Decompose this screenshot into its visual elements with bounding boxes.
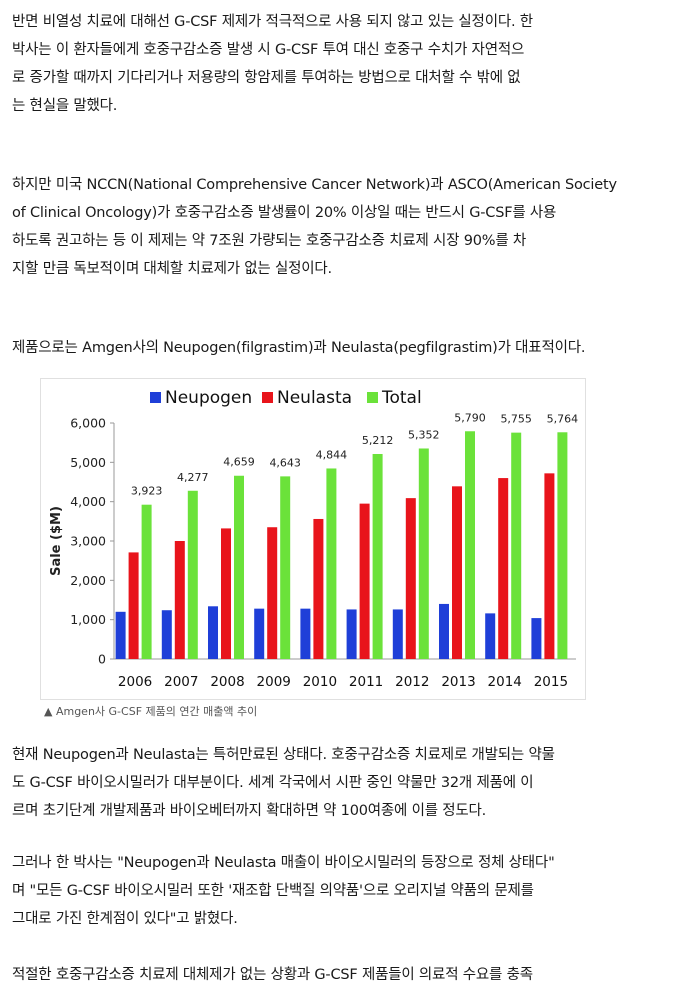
paragraph-line: 적절한 호중구감소증 치료제 대체제가 없는 상황과 G-CSF 제품들이 의료…: [12, 967, 533, 983]
bar-total: [465, 431, 475, 659]
total-data-label: 5,764: [547, 412, 579, 425]
legend-swatch-neupogen: [150, 392, 161, 403]
paragraph-line: 그대로 가진 한계점이 있다"고 밝혔다.: [12, 911, 238, 927]
paragraph-line: 하도록 권고하는 등 이 제제는 약 7조원 가량되는 호중구감소증 치료제 시…: [12, 233, 527, 249]
legend-label-total: Total: [381, 388, 422, 408]
total-data-label: 5,352: [408, 428, 440, 441]
y-tick-label: 2,000: [70, 573, 106, 588]
paragraph-line: 며 "모든 G-CSF 바이오시밀러 또한 '재조합 단백질 의약품'으로 오리…: [12, 883, 534, 899]
bar-neulasta: [452, 486, 462, 659]
y-tick-label: 6,000: [70, 416, 106, 431]
paragraph-5: 그러나 한 박사는 "Neupogen과 Neulasta 매출이 바이오시밀러…: [12, 849, 672, 933]
bar-total: [557, 432, 568, 659]
bar-total: [372, 453, 383, 659]
paragraph-line: 그러나 한 박사는 "Neupogen과 Neulasta 매출이 바이오시밀러…: [12, 855, 555, 871]
y-tick-label: 3,000: [70, 534, 106, 549]
bar-neupogen: [346, 609, 357, 659]
bar-neulasta: [544, 473, 555, 659]
x-tick-label: 2006: [118, 674, 152, 690]
x-tick-label: 2007: [164, 674, 198, 690]
paragraph-line: 하지만 미국 NCCN(National Comprehensive Cance…: [12, 177, 617, 193]
y-tick-label: 1,000: [70, 612, 106, 627]
paragraph-line: 반면 비열성 치료에 대해선 G-CSF 제제가 적극적으로 사용 되지 않고 …: [12, 14, 533, 30]
x-tick-label: 2008: [210, 674, 244, 690]
total-data-label: 4,643: [269, 456, 301, 469]
bar-neulasta: [405, 498, 416, 659]
total-data-label: 5,212: [362, 434, 394, 447]
paragraph-1: 반면 비열성 치료에 대해선 G-CSF 제제가 적극적으로 사용 되지 않고 …: [12, 8, 672, 120]
bar-neulasta: [221, 528, 231, 659]
y-tick-label: 4,000: [70, 494, 106, 509]
x-tick-label: 2013: [441, 674, 475, 690]
x-tick-label: 2012: [395, 674, 429, 690]
bar-neulasta: [174, 541, 185, 659]
chart-frame: [40, 378, 586, 700]
x-tick-label: 2009: [257, 674, 291, 690]
legend-label-neulasta: Neulasta: [277, 388, 352, 408]
bar-neupogen: [439, 603, 449, 659]
total-data-label: 4,844: [316, 448, 348, 461]
bar-neupogen: [300, 608, 311, 659]
bar-neupogen: [115, 611, 126, 659]
bar-total: [280, 476, 291, 659]
bar-neulasta: [313, 518, 324, 659]
total-data-label: 3,923: [131, 485, 163, 498]
total-data-label: 5,790: [454, 411, 486, 424]
y-axis-label: Sale ($M): [49, 506, 64, 576]
bar-neulasta: [267, 527, 278, 659]
paragraph-line: 르며 초기단계 개발제품과 바이오베터까지 확대하면 약 100여종에 이를 정…: [12, 803, 487, 819]
paragraph-3: 제품으로는 Amgen사의 Neupogen(filgrastim)과 Neul…: [12, 334, 672, 362]
total-data-label: 4,659: [223, 456, 255, 469]
legend-swatch-neulasta: [262, 392, 273, 403]
sales-chart: Neupogen Neulasta Total 0 1,000 2,000 3,000 4,0…: [40, 378, 586, 700]
bar-neupogen: [208, 606, 218, 659]
paragraph-line: 현재 Neupogen과 Neulasta는 특허만료된 상태다. 호중구감소증…: [12, 747, 555, 763]
bar-total: [511, 432, 522, 659]
paragraph-line: 는 현실을 말했다.: [12, 98, 118, 114]
chart-caption: ▲ Amgen사 G-CSF 제품의 연간 매출액 추이: [44, 705, 258, 718]
bar-total: [326, 468, 337, 659]
bar-neulasta: [128, 552, 139, 659]
bar-neulasta: [498, 478, 509, 659]
paragraph-4: 현재 Neupogen과 Neulasta는 특허만료된 상태다. 호중구감소증…: [12, 741, 672, 825]
bar-neupogen: [485, 613, 496, 659]
paragraph-line: 도 G-CSF 바이오시밀러가 대부분이다. 세계 각국에서 시판 중인 약물만…: [12, 775, 534, 791]
bar-total: [418, 448, 429, 659]
bar-total: [234, 475, 244, 659]
bar-total: [141, 504, 152, 659]
paragraph-line: 제품으로는 Amgen사의 Neupogen(filgrastim)과 Neul…: [12, 340, 586, 356]
x-tick-label: 2010: [303, 674, 337, 690]
y-tick-label: 5,000: [70, 455, 106, 470]
paragraph-line: 지할 만큼 독보적이며 대체할 치료제가 없는 실정이다.: [12, 261, 332, 277]
x-tick-label: 2015: [534, 674, 568, 690]
x-tick-label: 2011: [349, 674, 383, 690]
y-tick-label: 0: [98, 652, 106, 667]
paragraph-line: 박사는 이 환자들에게 호중구감소증 발생 시 G-CSF 투여 대신 호중구 …: [12, 42, 525, 58]
bar-neupogen: [392, 609, 403, 659]
bar-neulasta: [359, 503, 370, 659]
paragraph-line: 로 증가할 때까지 기다리거나 저용량의 항암제를 투여하는 방법으로 대처할 …: [12, 70, 521, 86]
legend-swatch-total: [367, 392, 378, 403]
paragraph-2: 하지만 미국 NCCN(National Comprehensive Cance…: [12, 171, 672, 283]
bar-neupogen: [531, 618, 542, 659]
legend-label-neupogen: Neupogen: [165, 388, 252, 408]
paragraph-line: of Clinical Oncology)가 호중구감소증 발생률이 20% 이…: [12, 205, 557, 221]
bar-total: [187, 490, 198, 659]
x-tick-label: 2014: [488, 674, 522, 690]
bar-neupogen: [254, 608, 265, 659]
total-data-label: 5,755: [500, 413, 532, 426]
total-data-label: 4,277: [177, 471, 209, 484]
paragraph-6: 적절한 호중구감소증 치료제 대체제가 없는 상황과 G-CSF 제품들이 의료…: [12, 961, 672, 989]
bar-neupogen: [161, 610, 172, 659]
